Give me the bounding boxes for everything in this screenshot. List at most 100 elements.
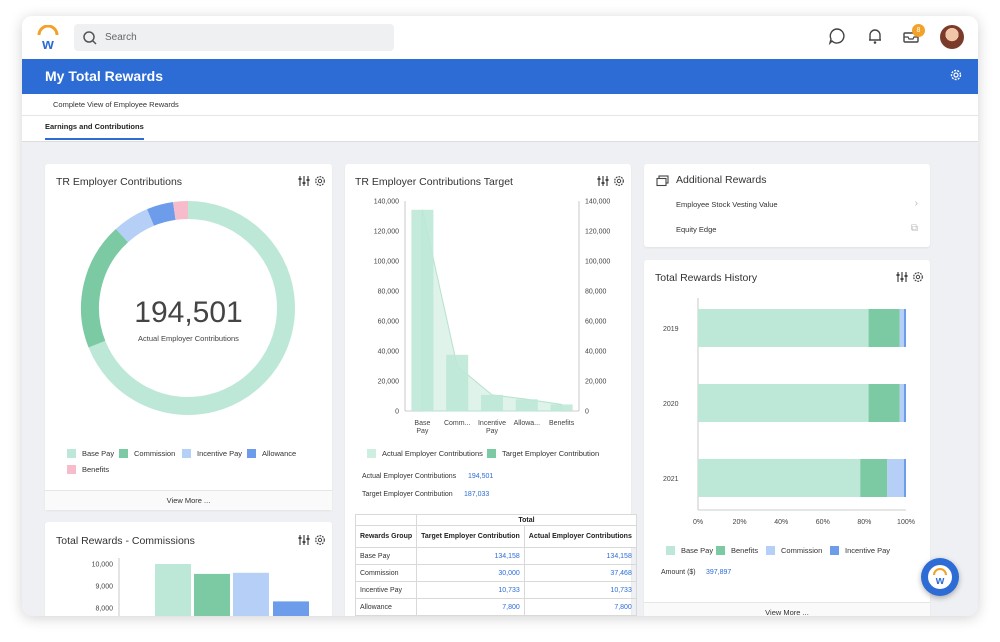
gear-icon[interactable] xyxy=(314,534,326,546)
x-tick-label: 20% xyxy=(733,519,747,526)
additional-reward-link[interactable]: Employee Stock Vesting Value › xyxy=(644,192,930,217)
legend-item[interactable]: Base Pay xyxy=(666,546,713,555)
tab-bar: Earnings and Contributions xyxy=(22,116,978,142)
y-tick-label: 80,000 xyxy=(378,289,400,296)
gear-icon[interactable] xyxy=(949,68,963,82)
legend-item[interactable]: Incentive Pay xyxy=(830,546,890,555)
table-row: Commission 30,000 37,468 xyxy=(354,564,637,582)
y2-tick-label: 120,000 xyxy=(585,229,610,236)
additional-reward-link[interactable]: Equity Edge ⧉ xyxy=(644,217,930,242)
search-box[interactable] xyxy=(74,24,394,51)
filter-icon[interactable] xyxy=(298,534,310,546)
legend-item[interactable]: Allowance xyxy=(247,449,296,458)
table-cell[interactable]: 10,733 xyxy=(523,581,637,599)
y-tick-label: 0 xyxy=(395,409,399,416)
amount-label: Amount ($) xyxy=(661,569,696,576)
y-tick-label: 9,000 xyxy=(95,584,113,591)
y-tick-label: 2021 xyxy=(663,476,679,483)
donut-total: 194,501 xyxy=(134,296,243,329)
table-cell[interactable]: 134,158 xyxy=(416,547,525,565)
search-input[interactable] xyxy=(105,32,375,43)
workday-logo-icon: w xyxy=(928,565,952,589)
legend-item[interactable]: Actual Employer Contributions xyxy=(367,449,483,458)
legend-item[interactable]: Benefits xyxy=(716,546,758,555)
commission-bar xyxy=(194,573,230,616)
legend-item[interactable]: Commission xyxy=(119,449,175,458)
legend-label: Commission xyxy=(781,546,823,555)
y2-tick-label: 60,000 xyxy=(585,319,607,326)
table-cell: Base Pay xyxy=(354,547,418,565)
commissions-chart: 8,000 9,000 10,000 xyxy=(92,558,309,616)
x-tick-label: 0% xyxy=(693,519,703,526)
card-title: Total Rewards - Commissions xyxy=(56,535,195,547)
inbox-icon[interactable] xyxy=(902,27,920,45)
table-group-header: Total xyxy=(416,514,637,526)
card-tools xyxy=(896,271,924,283)
contributions-target-card: TR Employer Contributions Target 0 0 20,00… xyxy=(345,164,637,616)
employer-contributions-card: TR Employer Contributions 194,501 Actual… xyxy=(45,164,332,510)
table-cell[interactable]: 134,158 xyxy=(523,547,637,565)
legend-item[interactable]: Commission xyxy=(766,546,822,555)
legend-swatch xyxy=(67,449,76,458)
table-cell[interactable]: 7,800 xyxy=(416,598,525,616)
x-tick-label: Allowa... xyxy=(514,420,541,427)
x-tick-label: Pay xyxy=(416,428,429,435)
bell-icon[interactable] xyxy=(866,27,884,45)
table-cell[interactable]: 37,468 xyxy=(523,564,637,582)
history-chart: 0% 20% 40% 60% 80% 100% 2019 2020 2021 xyxy=(663,298,915,526)
filter-icon[interactable] xyxy=(298,175,310,187)
donut-slice-commission xyxy=(81,228,129,348)
y-tick-label: 120,000 xyxy=(374,229,399,236)
workday-logo-icon[interactable]: w xyxy=(36,25,60,51)
subheader: Complete View of Employee Rewards xyxy=(22,94,978,116)
x-tick-label: Incentive xyxy=(478,420,506,427)
window-stack-icon xyxy=(656,175,669,187)
table-header-row: Rewards Group Target Employer Contributi… xyxy=(354,525,637,548)
gear-icon[interactable] xyxy=(314,175,326,187)
view-more-link[interactable]: View More ... xyxy=(644,602,930,616)
filter-icon[interactable] xyxy=(597,175,609,187)
legend-label: Benefits xyxy=(82,465,110,474)
tab-earnings-contributions[interactable]: Earnings and Contributions xyxy=(45,122,144,140)
target-contribution-value[interactable]: 187,033 xyxy=(464,491,490,498)
card-title: Total Rewards History xyxy=(655,272,758,284)
y-tick-label: 2019 xyxy=(663,326,679,333)
gear-icon[interactable] xyxy=(613,175,625,187)
target-contribution-label: Target Employer Contribution xyxy=(362,491,453,498)
actual-contributions-label: Actual Employer Contributions xyxy=(362,473,457,480)
legend-item[interactable]: Benefits xyxy=(67,465,109,474)
table-group-header-row: Total xyxy=(354,514,637,526)
filter-icon[interactable] xyxy=(896,271,908,283)
card-tools xyxy=(597,175,625,187)
x-tick-label: Pay xyxy=(486,428,499,435)
external-link-icon: ⧉ xyxy=(910,223,918,234)
bar-actual xyxy=(446,354,469,411)
gear-icon[interactable] xyxy=(912,271,924,283)
donut-slice-base-pay xyxy=(88,201,295,415)
legend-label: Base Pay xyxy=(681,546,714,555)
legend-item[interactable]: Base Pay xyxy=(67,449,114,458)
y-tick-label: 60,000 xyxy=(378,319,400,326)
table-cell: Commission xyxy=(354,564,418,582)
table-cell[interactable]: 30,000 xyxy=(416,564,525,582)
view-more-link[interactable]: View More ... xyxy=(45,490,332,510)
avatar[interactable] xyxy=(940,25,964,49)
y-tick-label: 140,000 xyxy=(374,199,399,206)
legend-item[interactable]: Incentive Pay xyxy=(182,449,242,458)
chat-icon[interactable] xyxy=(828,27,846,45)
bar-actual xyxy=(481,394,503,411)
actual-contributions-value[interactable]: 194,501 xyxy=(468,473,494,480)
target-chart: 0 0 20,000 20,000 40,000 40,000 60,000 60,000 80… xyxy=(374,199,611,436)
table-cell[interactable]: 7,800 xyxy=(523,598,637,616)
bar-actual xyxy=(515,399,538,411)
donut-total-label: Actual Employer Contributions xyxy=(138,334,239,343)
card-title: Additional Rewards xyxy=(676,174,767,186)
column-header: Actual Employer Contributions xyxy=(523,525,637,548)
legend-swatch xyxy=(830,546,839,555)
column-header: Rewards Group xyxy=(354,525,418,548)
x-tick-label: Comm... xyxy=(444,420,471,427)
assistant-button[interactable]: w xyxy=(921,558,959,596)
legend-item[interactable]: Target Employer Contribution xyxy=(487,449,599,458)
table-cell[interactable]: 10,733 xyxy=(416,581,525,599)
amount-value[interactable]: 397,897 xyxy=(706,569,732,576)
